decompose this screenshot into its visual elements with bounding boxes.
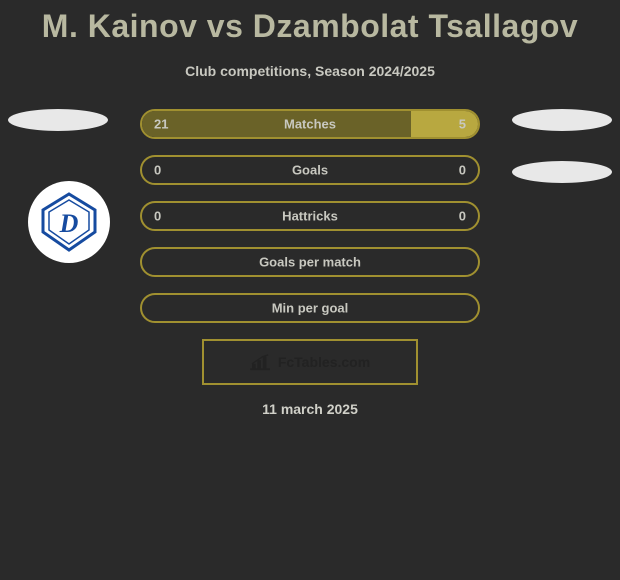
stat-label: Hattricks — [282, 209, 338, 224]
attribution-box: FcTables.com — [202, 339, 418, 385]
stat-row: 0 0 Goals — [140, 155, 480, 185]
page-subtitle: Club competitions, Season 2024/2025 — [0, 63, 620, 79]
stat-value-right: 5 — [459, 117, 466, 132]
player-right-avatar-placeholder — [512, 109, 612, 131]
stat-label: Goals per match — [259, 255, 361, 270]
comparison-panel: D 21 5 Matches 0 0 Goals 0 0 Hattricks Goals per … — [0, 109, 620, 417]
stat-label: Goals — [292, 163, 328, 178]
report-date: 11 march 2025 — [0, 401, 620, 417]
stat-label: Min per goal — [272, 301, 349, 316]
stat-fill-left — [142, 111, 411, 137]
player-right-club-placeholder — [512, 161, 612, 183]
dynamo-badge-icon: D — [39, 192, 99, 252]
attribution-text: FcTables.com — [278, 354, 370, 370]
stat-value-right: 0 — [459, 209, 466, 224]
stat-value-right: 0 — [459, 163, 466, 178]
stat-row: Goals per match — [140, 247, 480, 277]
stat-value-left: 0 — [154, 209, 161, 224]
player-left-avatar-placeholder — [8, 109, 108, 131]
stat-row: 0 0 Hattricks — [140, 201, 480, 231]
stat-value-left: 21 — [154, 117, 168, 132]
stat-row: Min per goal — [140, 293, 480, 323]
stat-fill-right — [411, 111, 478, 137]
stat-label: Matches — [284, 117, 336, 132]
stat-rows: 21 5 Matches 0 0 Goals 0 0 Hattricks Goals per ma… — [140, 109, 480, 323]
stat-value-left: 0 — [154, 163, 161, 178]
bar-chart-icon — [250, 353, 272, 371]
player-left-club-badge: D — [28, 181, 110, 263]
stat-row: 21 5 Matches — [140, 109, 480, 139]
page-title: M. Kainov vs Dzambolat Tsallagov — [0, 0, 620, 45]
svg-text:D: D — [59, 209, 79, 238]
